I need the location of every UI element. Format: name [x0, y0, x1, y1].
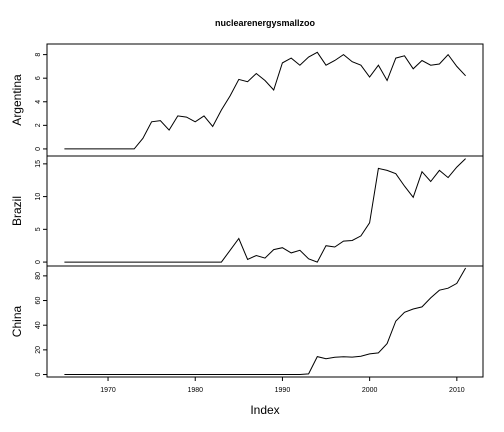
y-tick-label-brazil-0: 0	[35, 260, 42, 264]
panel-label-brazil: Brazil	[10, 196, 24, 226]
x-axis-label: Index	[250, 403, 279, 417]
x-tick-label-3: 2000	[362, 387, 378, 394]
y-tick-label-china-1: 20	[35, 346, 42, 354]
y-tick-label-brazil-3: 15	[35, 160, 42, 168]
series-line-china	[64, 267, 467, 375]
panels: 0 2 4 6 8 Argentina 0 5 10 15 Brazil 0 20 40 60 80 China…	[10, 43, 484, 394]
x-tick-label-4: 2010	[449, 387, 465, 394]
y-tick-label-china-2: 40	[35, 321, 42, 329]
y-tick-label-china-3: 60	[35, 297, 42, 305]
y-tick-label-china-4: 80	[35, 272, 42, 280]
y-tick-label-argentina-0: 0	[35, 147, 42, 151]
y-tick-label-argentina-4: 8	[35, 53, 42, 57]
y-tick-label-argentina-3: 6	[35, 76, 42, 80]
x-tick-label-1: 1980	[187, 387, 203, 394]
panel-frame-china	[46, 265, 484, 378]
series-line-argentina	[64, 51, 466, 150]
y-tick-label-argentina-2: 4	[35, 100, 42, 104]
panel-label-argentina: Argentina	[10, 74, 24, 126]
y-tick-label-argentina-1: 2	[35, 123, 42, 127]
series-line-brazil	[64, 158, 466, 263]
x-tick-label-2: 1990	[275, 387, 291, 394]
panel-frame-brazil	[46, 155, 484, 267]
y-tick-label-china-0: 0	[35, 372, 42, 376]
chart-title: nuclearenergysmallzoo	[215, 18, 316, 28]
x-tick-label-0: 1970	[100, 387, 116, 394]
panel-label-china: China	[10, 306, 24, 338]
panel-frame-argentina	[46, 43, 484, 157]
y-tick-label-brazil-2: 10	[35, 193, 42, 201]
y-tick-label-brazil-1: 5	[35, 227, 42, 231]
